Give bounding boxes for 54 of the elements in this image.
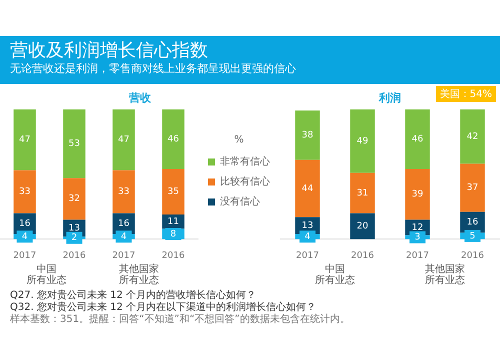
data-label: 13 (302, 220, 314, 231)
legend-label: 非常有信心 (220, 156, 270, 168)
data-label: 20 (356, 222, 368, 232)
data-label: 16 (19, 218, 31, 229)
x-tick-label: 2016 (351, 250, 374, 261)
data-label: 53 (68, 138, 80, 149)
data-label: 39 (412, 190, 424, 200)
data-label: 31 (356, 188, 368, 198)
text: 所有业态 (25, 275, 68, 286)
x-tick-label: 2016 (162, 250, 185, 261)
data-label: 12 (412, 222, 424, 233)
text: 样本基数：351。提醒：回答“不知道”和“不想回答”的数据未包含在统计内。 (10, 314, 351, 326)
data-label: 47 (118, 135, 130, 146)
x-tick-label: 2016 (62, 250, 86, 261)
x-tick-label: 2017 (406, 250, 429, 261)
legend-label: 没有信心 (220, 196, 260, 208)
x-tick-label: 2017 (13, 250, 36, 261)
data-label: 46 (168, 134, 180, 144)
legend-label: 比较有信心 (220, 176, 270, 188)
text: 美国：54% (436, 86, 496, 102)
text: Q27. 您对贵公司未来 12 个月内的营收增长信心如何？ (10, 290, 258, 302)
data-label: 16 (466, 218, 478, 228)
chart-title: 营收 (128, 91, 152, 104)
chart-title: 利润 (378, 91, 401, 104)
text: 中国 (36, 264, 56, 275)
text: 营收及利润增长信心指数 (10, 40, 209, 62)
data-label: 2 (71, 233, 78, 244)
text: 其他国家 (118, 264, 160, 275)
data-label: 8 (170, 229, 176, 240)
text: 无论营收还是利润，零售商对线上业务都呈现出更强的信心 (10, 62, 297, 76)
text: 其他国家 (424, 264, 466, 275)
data-label: 37 (466, 183, 478, 194)
x-tick-label: 2017 (112, 250, 136, 261)
data-label: 47 (19, 135, 30, 146)
data-label: 35 (168, 187, 179, 198)
data-label: 33 (19, 187, 30, 198)
data-label: 11 (168, 216, 179, 227)
text: 所有业态 (314, 275, 356, 286)
data-label: 46 (412, 134, 424, 144)
data-label: 44 (302, 184, 314, 194)
text: 中国 (325, 264, 345, 275)
data-label: 16 (118, 218, 130, 229)
text: 所有业态 (424, 275, 466, 286)
x-tick-label: 2016 (461, 250, 484, 261)
text: Q32. 您对贵公司未来 12 个月内在以下渠道中的利润增长信心如何？ (10, 302, 318, 314)
data-label: 49 (356, 136, 368, 146)
text: 所有业态 (118, 275, 160, 286)
data-label: 33 (118, 187, 130, 198)
data-label: 42 (466, 132, 478, 142)
x-tick-label: 2017 (296, 250, 319, 261)
data-label: 38 (302, 130, 314, 141)
data-label: 13 (68, 223, 80, 234)
data-label: 32 (68, 194, 80, 204)
legend-title: % (234, 134, 244, 146)
